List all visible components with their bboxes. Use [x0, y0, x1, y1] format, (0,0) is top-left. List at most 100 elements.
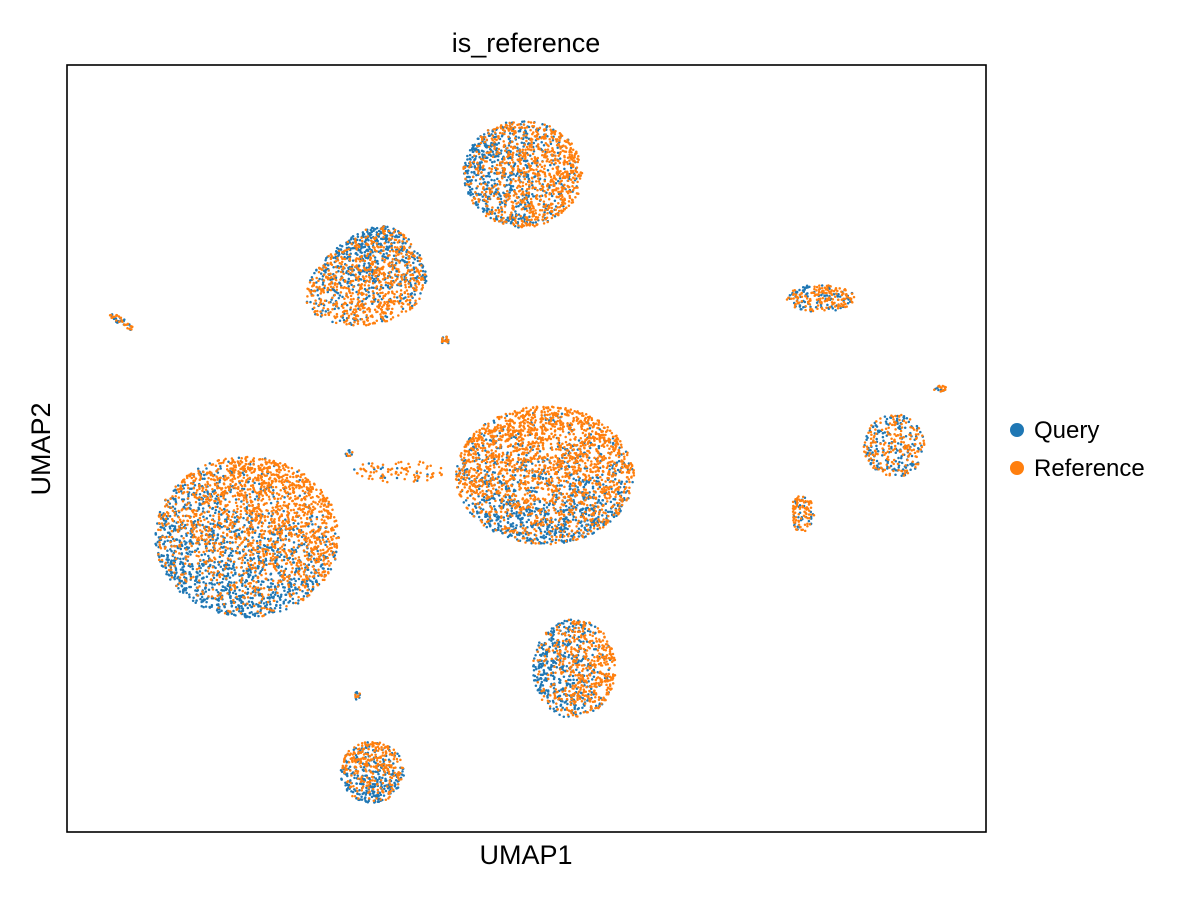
query-point: [361, 234, 365, 237]
query-point: [399, 299, 402, 302]
query-point: [237, 604, 240, 607]
reference-point: [519, 214, 522, 218]
query-point: [802, 306, 805, 309]
query-point: [345, 271, 348, 275]
query-point: [553, 641, 557, 644]
query-point: [371, 782, 375, 786]
query-point: [572, 515, 575, 518]
query-point: [535, 537, 538, 540]
query-point: [498, 431, 502, 435]
query-point: [506, 535, 510, 539]
query-point: [169, 560, 173, 564]
query-point: [889, 464, 893, 468]
query-point: [831, 307, 835, 310]
reference-point: [545, 479, 549, 483]
query-point: [575, 678, 579, 682]
query-point: [554, 518, 557, 521]
query-point: [220, 588, 223, 592]
query-point: [240, 530, 244, 534]
query-point: [372, 792, 375, 795]
query-point: [563, 167, 566, 171]
query-point: [523, 218, 526, 221]
query-point: [517, 453, 520, 457]
query-point: [376, 780, 379, 783]
query-point: [276, 537, 280, 540]
query-point: [617, 459, 621, 463]
query-point: [255, 495, 259, 498]
query-point: [404, 241, 407, 245]
query-point: [340, 778, 343, 781]
query-point: [384, 315, 387, 318]
query-point: [403, 260, 407, 264]
query-point: [526, 173, 530, 177]
query-point: [552, 687, 556, 690]
query-point: [162, 542, 165, 546]
query-point: [183, 540, 186, 543]
query-point: [384, 238, 388, 242]
query-point: [277, 572, 280, 575]
query-point: [269, 501, 273, 505]
query-point: [179, 490, 183, 493]
query-point: [385, 252, 388, 255]
query-point: [311, 523, 314, 526]
query-point: [591, 476, 594, 479]
query-point: [802, 290, 806, 294]
query-point: [900, 474, 903, 478]
query-point: [534, 507, 538, 510]
query-point: [551, 642, 554, 645]
query-point: [910, 454, 914, 458]
reference-point: [157, 558, 161, 562]
query-point: [341, 295, 344, 299]
query-point: [490, 184, 494, 187]
query-point: [495, 216, 498, 220]
query-point: [191, 599, 195, 603]
query-point: [374, 777, 378, 780]
reference-point: [377, 298, 380, 302]
query-point: [798, 288, 801, 292]
query-point: [803, 288, 806, 291]
query-point: [517, 136, 521, 139]
query-point: [522, 524, 525, 527]
query-point: [570, 657, 574, 660]
query-point: [499, 520, 502, 523]
query-point: [325, 540, 328, 543]
query-point: [201, 577, 205, 580]
query-point: [257, 614, 260, 618]
reference-point: [373, 308, 377, 311]
query-point: [319, 272, 323, 275]
query-point: [379, 242, 382, 246]
query-point: [292, 528, 295, 532]
query-point: [531, 474, 535, 478]
query-point: [176, 484, 180, 487]
query-point: [225, 540, 229, 544]
query-point: [188, 540, 191, 543]
query-point: [590, 624, 593, 627]
query-point: [591, 485, 595, 488]
query-point: [207, 554, 210, 558]
query-point: [275, 603, 278, 607]
query-point: [380, 249, 383, 252]
query-point: [358, 793, 361, 796]
query-point: [613, 477, 617, 481]
query-point: [253, 498, 257, 501]
query-point: [546, 458, 549, 461]
reference-point: [256, 610, 259, 613]
reference-point: [313, 559, 317, 562]
query-point: [227, 567, 230, 570]
query-point: [899, 443, 903, 446]
reference-point: [870, 424, 873, 427]
query-point: [365, 789, 368, 792]
query-point: [598, 495, 601, 498]
query-point: [584, 507, 587, 510]
query-point: [364, 774, 367, 778]
query-point: [525, 510, 529, 513]
query-point: [182, 582, 186, 585]
query-point: [560, 412, 564, 416]
query-point: [163, 528, 166, 531]
query-point: [346, 281, 349, 285]
query-point: [154, 533, 158, 536]
query-point: [169, 578, 172, 581]
reference-point: [320, 502, 323, 506]
query-point: [362, 783, 365, 786]
query-point: [245, 579, 249, 583]
